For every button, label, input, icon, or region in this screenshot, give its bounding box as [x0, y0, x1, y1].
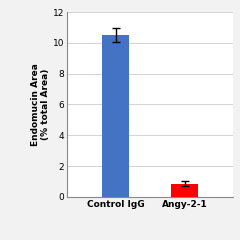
Y-axis label: Endomucin Area
(% total Area): Endomucin Area (% total Area)	[31, 63, 50, 146]
Bar	[102, 35, 129, 197]
Bar	[171, 184, 198, 197]
